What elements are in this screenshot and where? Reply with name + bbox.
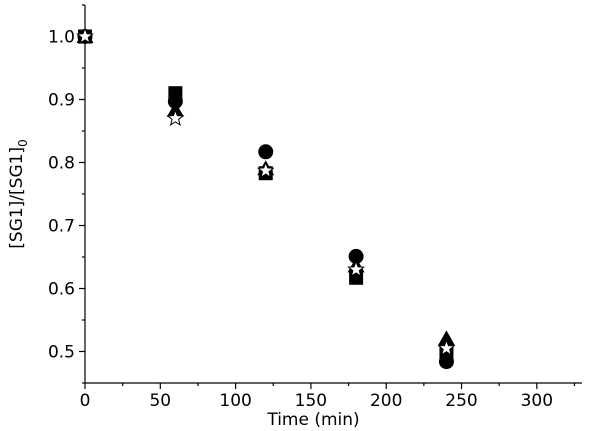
x-axis-title: Time (min) [266, 410, 359, 430]
y-tick-label: 0.5 [48, 343, 75, 363]
x-tick-label: 200 [370, 391, 402, 411]
y-axis-title-subscript: 0 [16, 139, 30, 147]
star-marker [347, 260, 366, 278]
data-marks [76, 27, 456, 370]
y-tick-label: 0.7 [48, 217, 75, 237]
circle-marker [258, 144, 274, 160]
star-marker [76, 27, 94, 45]
y-axis-title-main: [SG1]/[SG1] [7, 147, 27, 249]
star-marker [256, 161, 275, 179]
x-tick-label: 50 [149, 391, 171, 411]
triangle-marker [437, 330, 455, 346]
circle-marker [348, 248, 364, 264]
circle-marker [438, 354, 454, 370]
x-ticks: 0 50 100 150 200 250 300 [80, 383, 576, 411]
y-axis-title: [SG1]/[SG1]0 [7, 139, 30, 248]
y-tick-label: 0.9 [48, 91, 75, 111]
y-tick-label: 0.6 [48, 280, 75, 300]
x-tick-label: 300 [521, 391, 553, 411]
x-tick-label: 150 [295, 391, 327, 411]
y-tick-label: 0.8 [48, 154, 75, 174]
star-marker [437, 338, 456, 356]
x-tick-label: 0 [80, 391, 91, 411]
x-tick-label: 100 [219, 391, 251, 411]
circle-marker [167, 93, 183, 109]
axes [84, 5, 582, 384]
x-tick-label: 250 [445, 391, 477, 411]
star-marker [166, 108, 185, 127]
y-tick-label: 1.0 [48, 28, 75, 48]
y-ticks: 0.5 0.6 0.7 0.8 0.9 1.0 [48, 4, 85, 384]
